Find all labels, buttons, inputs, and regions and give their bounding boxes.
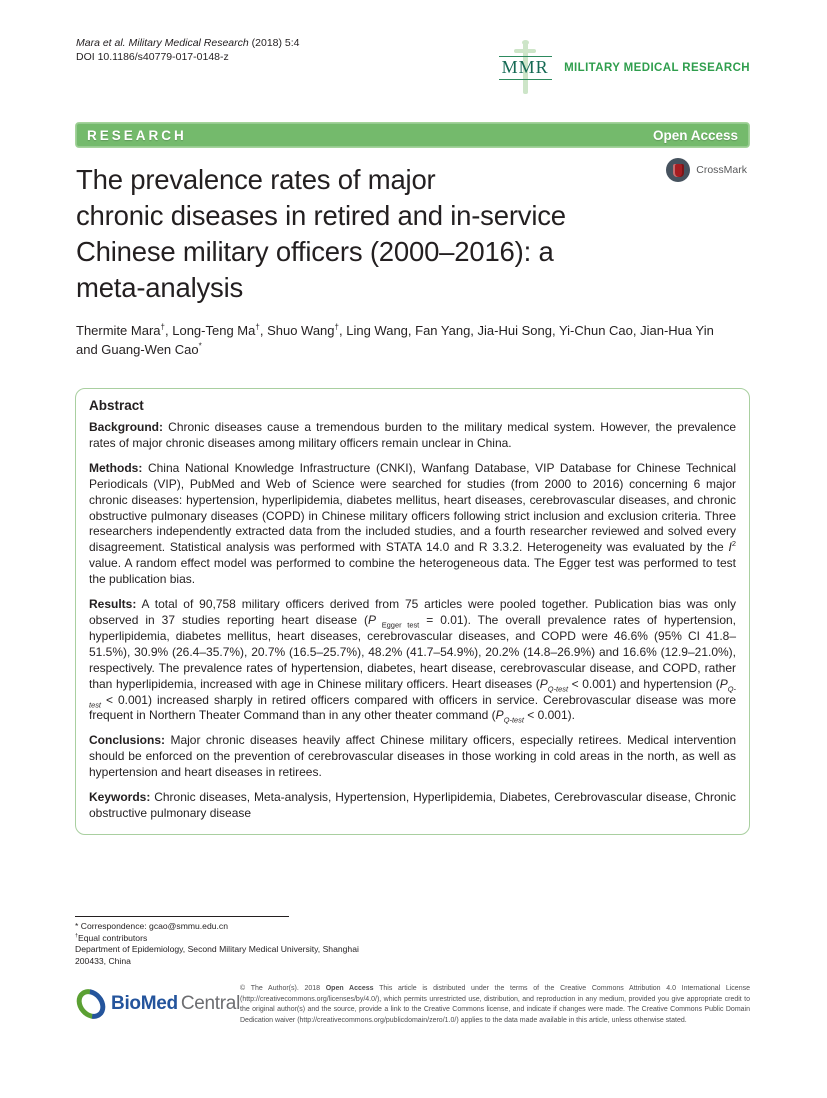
correspondence-line[interactable]: * Correspondence: gcao@smmu.edu.cn [75,921,228,931]
title-line: chronic diseases in retired and in-servi… [76,200,566,231]
section-text: China National Knowledge Infrastructure … [89,460,736,587]
biomed-central-circle-icon [70,983,112,1025]
logo-central-text: Central [180,993,240,1015]
title-line: Chinese military officers (2000–2016): a [76,236,554,267]
section-text: Major chronic diseases heavily affect Ch… [89,733,736,780]
logo-biomed-text: BioMed [111,993,178,1015]
section-text: Chronic diseases, Meta-analysis, Hyperte… [89,790,736,820]
article-type-label: RESEARCH [87,127,187,143]
mmr-emblem: MMR [495,40,555,96]
title-line: The prevalence rates of major [76,164,436,195]
journal-abbreviation: MMR [498,56,552,80]
crossmark-label: CrossMark [696,164,747,176]
doi-line: DOI 10.1186/s40779-017-0148-z [76,51,229,63]
article-type-banner: RESEARCH Open Access [75,122,750,148]
abstract-section-results: Results: A total of 90,758 military offi… [89,597,736,724]
journal-name: MILITARY MEDICAL RESEARCH [564,62,750,74]
title-line: meta-analysis [76,272,244,303]
section-label: Methods: [89,460,143,475]
license-text: © The Author(s). 2018 Open Access This a… [240,985,750,1024]
footnote-block: * Correspondence: gcao@smmu.edu.cn †Equa… [75,916,375,967]
citation-line: Mara et al. Military Medical Research (2… [76,37,300,49]
section-text: A total of 90,758 military officers deri… [89,597,737,725]
citation-block: Mara et al. Military Medical Research (2… [76,36,300,64]
sword-icon [495,40,555,96]
section-label: Keywords: [89,790,151,805]
equal-contributors-line: †Equal contributors [75,932,148,943]
affiliation-line: Department of Epidemiology, Second Milit… [75,944,359,966]
author-list: Thermite Mara†, Long-Teng Ma†, Shuo Wang… [76,322,714,357]
footnote-divider [75,916,289,917]
abstract-section-keywords: Keywords: Chronic diseases, Meta-analysi… [89,790,736,822]
abstract-box: Abstract Background: Chronic diseases ca… [75,388,750,835]
publisher-row: BioMed Central © The Author(s). 2018 Open… [70,982,750,1026]
abstract-section-background: Background: Chronic diseases cause a tre… [89,420,736,452]
crossmark-icon [666,158,691,182]
journal-logo: MMR MILITARY MEDICAL RESEARCH [495,40,750,96]
section-label: Results: [89,597,137,612]
abstract-section-conclusions: Conclusions: Major chronic diseases heav… [89,733,736,781]
abstract-heading: Abstract [89,398,144,413]
section-text: Chronic diseases cause a tremendous burd… [89,420,736,450]
abstract-section-methods: Methods: China National Knowledge Infras… [89,461,736,588]
section-label: Background: [89,420,164,434]
article-title: The prevalence rates of major chronic di… [76,162,676,306]
biomed-central-logo: BioMed Central [70,982,240,1026]
crossmark-badge[interactable]: CrossMark [666,158,747,182]
section-label: Conclusions: [89,733,166,748]
open-access-label: Open Access [652,127,738,143]
